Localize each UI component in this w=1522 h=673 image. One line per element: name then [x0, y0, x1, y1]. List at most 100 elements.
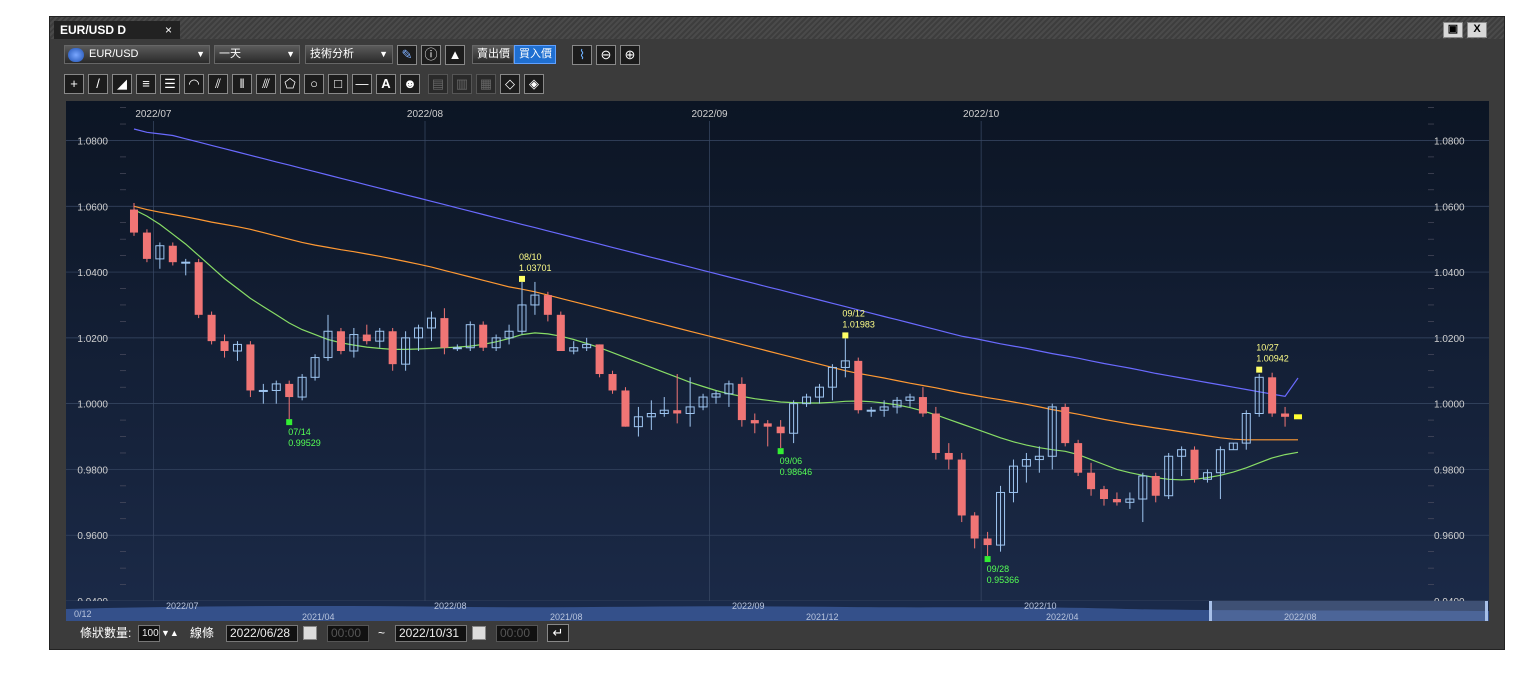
close-window-button[interactable]: X: [1467, 22, 1487, 38]
period-select[interactable]: 一天 ▼: [214, 45, 300, 64]
navigator-label: 2022/10: [1024, 601, 1057, 611]
chevron-down-icon: ▼: [379, 49, 388, 59]
duplicate-icon[interactable]: ▦: [476, 74, 496, 94]
high-marker: [1256, 366, 1263, 373]
copy-icon[interactable]: ▤: [428, 74, 448, 94]
calendar-icon[interactable]: [472, 626, 486, 640]
technical-analysis-select[interactable]: 技術分析 ▼: [305, 45, 393, 64]
candle-body: [388, 331, 397, 365]
icon-stamp-icon[interactable]: ☻: [400, 74, 420, 94]
y-axis-labels: 1.0800 1.0800 1.0600 1.0600 1.0400 1.0400 1.02…: [77, 136, 1465, 608]
candle-body: [814, 386, 824, 398]
candle-body: [569, 347, 579, 352]
chart-tab[interactable]: EUR/USD D ×: [54, 21, 180, 39]
y-tick-label: 1.0000: [77, 400, 108, 411]
mountain-chart-icon[interactable]: ▲: [445, 45, 465, 65]
return-icon[interactable]: ↵: [547, 624, 569, 642]
candle-body: [556, 314, 565, 351]
rectangle-icon[interactable]: □: [328, 74, 348, 94]
end-date-field[interactable]: 2022/10/31: [395, 625, 467, 642]
technical-analysis-label: 技術分析: [310, 48, 354, 60]
horizontal-lines-icon[interactable]: ≡: [136, 74, 156, 94]
text-icon[interactable]: A: [376, 74, 396, 94]
polygon-icon[interactable]: ⬠: [280, 74, 300, 94]
navigator-label: 2022/07: [166, 601, 199, 611]
navigator-area: [66, 605, 1489, 621]
candle-body: [659, 409, 669, 415]
candlestick-chart[interactable]: 2022/07 2022/08 2022/09 2022/10 1.0800 1.080…: [66, 101, 1489, 621]
y-tick-label: 0.9800: [1434, 465, 1465, 476]
chevron-down-icon: ▼: [286, 49, 295, 59]
y-tick-label: 0.9600: [1434, 531, 1465, 542]
annotation-value: 0.99529: [288, 438, 321, 448]
candle-body: [840, 360, 850, 368]
annotation-date: 09/28: [987, 564, 1010, 574]
line-chart-icon[interactable]: ⌇: [572, 45, 592, 65]
fan-icon[interactable]: ⫽: [208, 74, 228, 94]
plot-background: [66, 101, 1489, 621]
bar-count-field[interactable]: 100: [138, 625, 160, 642]
candle-body: [1047, 406, 1057, 457]
hline-icon[interactable]: —: [352, 74, 372, 94]
candle-body: [983, 538, 992, 546]
x-tick-label: 2022/09: [691, 109, 728, 120]
chart-window: EUR/USD D × ▣ X EUR/USD ▼ 一天 ▼ 技術分析 ▼ ✎ …: [49, 16, 1505, 650]
candle-body: [608, 374, 617, 391]
candle-body: [582, 343, 592, 349]
zoom-in-icon[interactable]: ⊕: [620, 45, 640, 65]
candle-body: [944, 452, 953, 460]
candle-body: [491, 337, 501, 349]
end-time-field[interactable]: 00:00: [496, 625, 538, 642]
start-date-field[interactable]: 2022/06/28: [226, 625, 298, 642]
annotation-value: 0.95366: [987, 575, 1020, 585]
candle-body: [207, 314, 216, 342]
calendar-icon[interactable]: [303, 626, 317, 640]
bid-button[interactable]: 賣出價: [472, 45, 514, 64]
vertical-lines-icon[interactable]: ‖: [232, 74, 252, 94]
trendline-icon[interactable]: /: [88, 74, 108, 94]
candle-body: [194, 262, 203, 315]
navigator-handle: [1485, 601, 1488, 621]
arc-icon[interactable]: ◠: [184, 74, 204, 94]
candle-body: [854, 360, 863, 411]
ruler-icon[interactable]: ◢: [112, 74, 132, 94]
candle-body: [1008, 465, 1018, 493]
navigator-window: [1210, 601, 1488, 621]
restore-button[interactable]: ▣: [1443, 22, 1463, 38]
navigator-label: 2021/12: [806, 612, 839, 621]
main-toolbar: EUR/USD ▼ 一天 ▼ 技術分析 ▼ ✎ ⓘ ▲ 賣出價 買入價 ⌇ ⊖ …: [64, 45, 764, 65]
navigator-label: 2021/08: [550, 612, 583, 621]
y-tick-label: 1.0600: [1434, 202, 1465, 213]
annotation-value: 1.03701: [519, 263, 552, 273]
crosshair-icon[interactable]: +: [64, 74, 84, 94]
y-tick-label: 1.0400: [1434, 268, 1465, 279]
candle-body: [595, 344, 604, 375]
candle-body: [1034, 455, 1044, 461]
symbol-select[interactable]: EUR/USD ▼: [64, 45, 210, 64]
eraser-icon[interactable]: ◇: [500, 74, 520, 94]
channel-icon[interactable]: ⫻: [256, 74, 276, 94]
close-tab-icon[interactable]: ×: [164, 23, 172, 37]
pencil-icon[interactable]: ✎: [397, 45, 417, 65]
paste-icon[interactable]: ▥: [452, 74, 472, 94]
candle-body: [1021, 459, 1031, 467]
last-price-marker: [1293, 414, 1303, 420]
ask-button[interactable]: 買入價: [514, 45, 556, 64]
candle-body: [1177, 449, 1187, 457]
high-marker: [842, 332, 849, 339]
zoom-out-icon[interactable]: ⊖: [596, 45, 616, 65]
info-icon[interactable]: ⓘ: [421, 45, 441, 65]
candle-body: [892, 399, 902, 408]
fibonacci-lines-icon[interactable]: ☰: [160, 74, 180, 94]
navigator[interactable]: 0/12 2022/07 2021/04 2022/08 2021/08 2022/09 2…: [66, 601, 1489, 621]
candle-body: [996, 491, 1006, 546]
bar-count-stepper[interactable]: ▼▲: [161, 628, 179, 638]
start-time-field[interactable]: 00:00: [327, 625, 369, 642]
navigator-handle: [1209, 601, 1212, 621]
candle-body: [414, 327, 424, 339]
low-marker: [286, 419, 293, 426]
candle-body: [789, 403, 799, 434]
circle-icon[interactable]: ○: [304, 74, 324, 94]
eraser-all-icon[interactable]: ◈: [524, 74, 544, 94]
y-tick-label: 1.0400: [77, 268, 108, 279]
